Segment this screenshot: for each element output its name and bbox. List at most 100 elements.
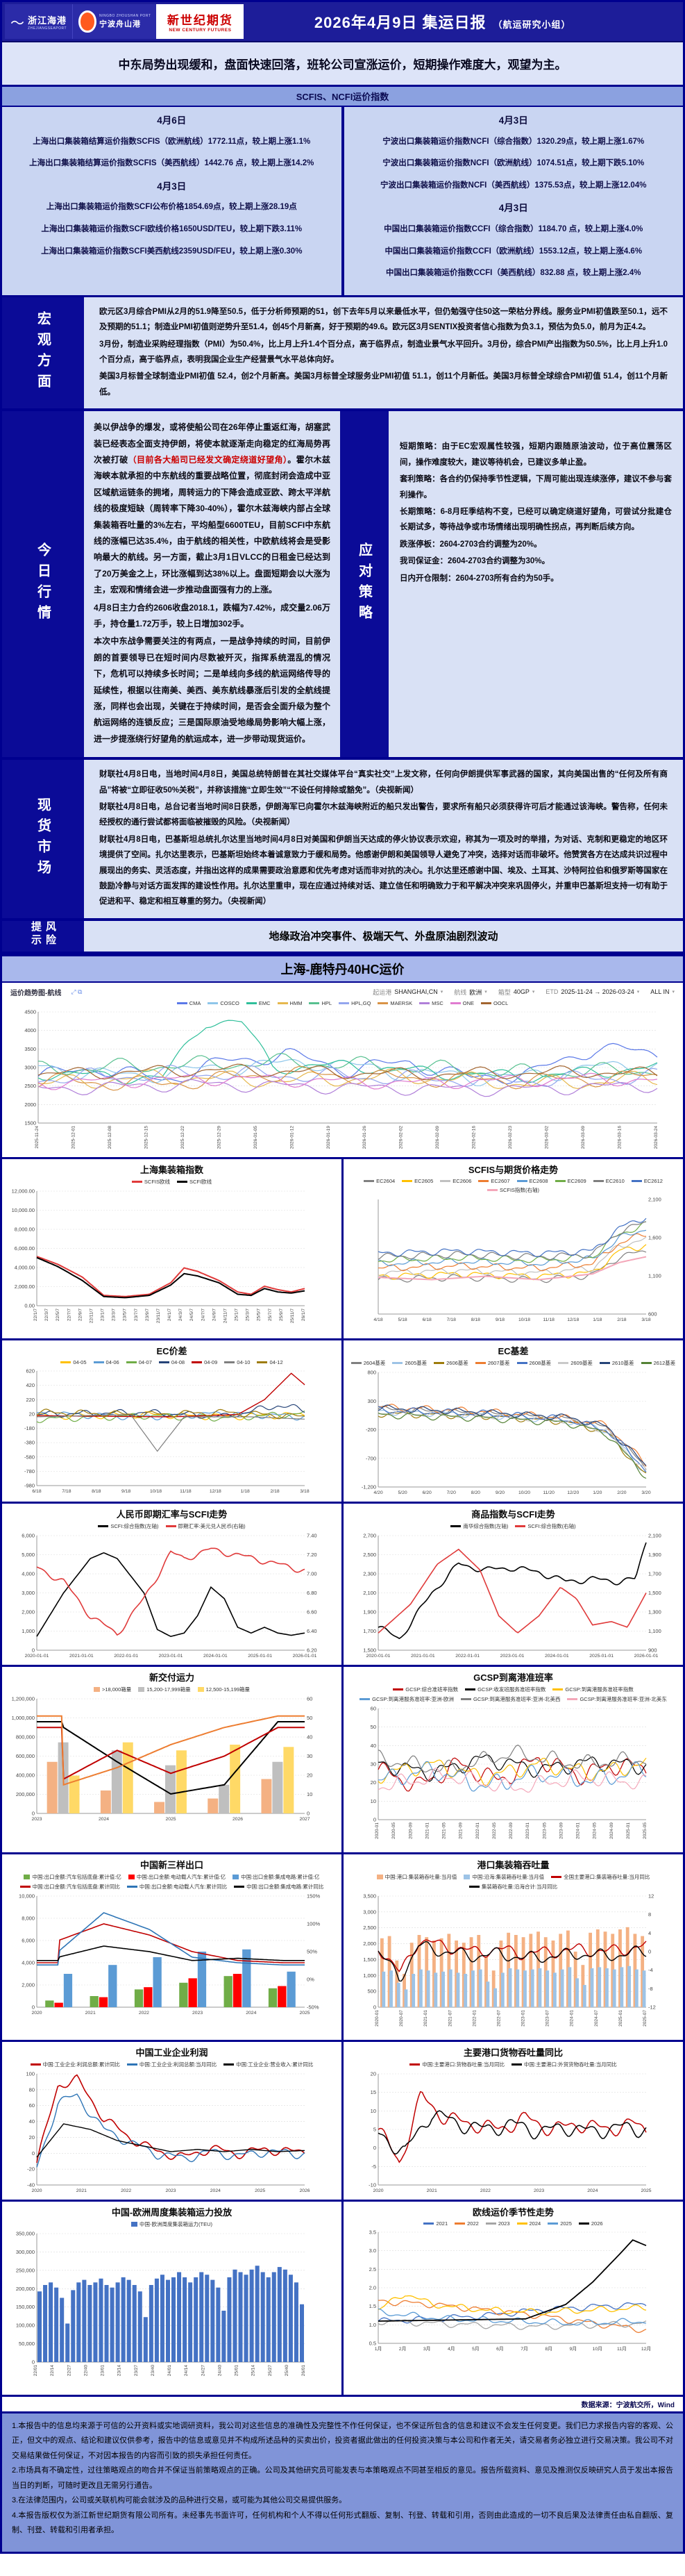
svg-text:600: 600 — [648, 1311, 657, 1317]
legend-item: 中国:港口:集装箱吞吐量:当月值 — [376, 1873, 457, 1881]
filter-control[interactable]: 起运港 SHANGHAI,CN ▾ — [373, 988, 443, 996]
legend-swatch — [631, 1179, 642, 1182]
svg-text:10: 10 — [371, 1798, 376, 1804]
svg-text:-20: -20 — [27, 2166, 35, 2172]
highlighted-text: （目前各大船司已经发文确定绕道好望角） — [128, 455, 288, 465]
svg-text:6.20: 6.20 — [307, 1647, 317, 1653]
svg-text:2020: 2020 — [31, 2188, 42, 2193]
svg-text:1,700: 1,700 — [648, 1570, 661, 1577]
svg-text:2,000: 2,000 — [363, 1941, 376, 1947]
svg-text:0: 0 — [373, 2004, 376, 2010]
legend-item: 04-07 — [126, 1359, 152, 1365]
legend-swatch — [126, 1361, 137, 1363]
svg-text:50: 50 — [371, 1724, 376, 1730]
svg-text:1,500: 1,500 — [648, 1590, 661, 1596]
svg-text:2026-01-01: 2026-01-01 — [293, 1654, 317, 1659]
expand-icon[interactable]: ⤢ ⧉ — [71, 988, 83, 995]
svg-text:2025: 2025 — [255, 2188, 265, 2193]
legend-swatch — [516, 1179, 527, 1182]
legend-item: 全国主要港口:集装箱吞吐量:当月同比 — [551, 1873, 650, 1881]
svg-text:0: 0 — [32, 2004, 35, 2010]
chart-legend: 中国:出口金额:汽车包括底盘:累计值:亿 中国:出口金额:电动载人汽车:累计值:亿… — [2, 1872, 341, 1892]
svg-text:2021-01: 2021-01 — [425, 1822, 430, 1839]
svg-text:150,000: 150,000 — [16, 2304, 35, 2310]
svg-text:12/20: 12/20 — [567, 1490, 579, 1495]
chart-title: 主要港口货物吞吐量同比 — [463, 2047, 563, 2058]
svg-text:4月: 4月 — [448, 2346, 455, 2352]
svg-text:100: 100 — [26, 2070, 35, 2077]
data-source: 数据来源：宁波航交所，Wind — [2, 2396, 683, 2411]
svg-text:50: 50 — [307, 1715, 312, 1721]
legend-swatch — [402, 1179, 413, 1182]
svg-text:1.5: 1.5 — [369, 2303, 376, 2309]
filter-controls: 起运港 SHANGHAI,CN ▾ 航线 欧洲 ▾ 箱型 40GP ▾ ETD 2025-11-24… — [373, 988, 675, 997]
svg-text:80: 80 — [29, 2086, 35, 2093]
legend-item: 中国:出口金额:集成电路:累计值:亿 — [232, 1873, 320, 1881]
list-item: 宁波出口集装箱运价指数NCFI（欧洲航线）1074.51点，较上期下跌5.10% — [382, 159, 645, 168]
chart-plot: 100 80 60 40 20 0 -20 -40 2020 2021 2022 2023 2024 20… — [2, 2070, 341, 2200]
svg-text:6.60: 6.60 — [307, 1609, 317, 1615]
svg-text:8月: 8月 — [545, 2346, 552, 2352]
svg-text:4500: 4500 — [24, 1008, 36, 1015]
legend-item: 中国:工业企业:利润总额:当月同比 — [126, 2061, 217, 2068]
filter-control[interactable]: 箱型 40GP ▾ — [498, 988, 535, 996]
svg-text:2023: 2023 — [534, 2188, 544, 2193]
chart-legend: 2604基差 2605基差 2606基差 2607基差 2608基差 2609基差 2610… — [344, 1358, 683, 1368]
svg-text:23/9/7: 23/9/7 — [145, 1308, 150, 1321]
legend-swatch — [93, 1361, 104, 1363]
svg-text:2021-01-01: 2021-01-01 — [69, 1654, 94, 1659]
legend-item: 集装箱吞吐量:沿海合计:当月同比 — [468, 1883, 557, 1891]
chart-title: 欧线运价季节性走势 — [472, 2207, 554, 2218]
legend-swatch — [487, 1188, 498, 1191]
svg-text:4,000: 4,000 — [22, 1570, 35, 1577]
svg-text:3,500: 3,500 — [363, 1893, 376, 1899]
spot-content: 财联社4月8日电，当地时间4月8日，美国总统特朗普在其社交媒体平台“真实社交”上… — [84, 760, 683, 918]
svg-text:2022-07: 2022-07 — [496, 2010, 501, 2027]
svg-text:60: 60 — [371, 1705, 376, 1711]
chart-legend: CMA COSCO EMC HMM HPL HPL,GQ MAERSK MSC ONE OOCL — [8, 999, 677, 1008]
svg-text:2021-01: 2021-01 — [423, 2010, 428, 2027]
svg-text:2500: 2500 — [24, 1083, 36, 1089]
filter-control[interactable]: ETD 2025-11-24 → 2026-03-24 ▾ — [546, 988, 640, 996]
svg-text:900: 900 — [648, 1647, 657, 1653]
svg-text:2025-01: 2025-01 — [626, 1822, 631, 1839]
svg-text:2024: 2024 — [99, 1817, 109, 1822]
chart-row-6: 中国工业企业利润 中国:工业企业:利润总额:累计同比 中国:工业企业:利润总额:当月… — [2, 2041, 683, 2202]
svg-text:25/14: 25/14 — [251, 2365, 256, 2377]
legend-item: 中国:出口金额:汽车包括底盘:累计值:亿 — [24, 1873, 121, 1881]
svg-text:1,900: 1,900 — [648, 1552, 661, 1558]
legend-item: EC2608 — [516, 1178, 548, 1184]
chart-title: EC基差 — [498, 1345, 529, 1356]
chart-port-cargo-yoy: 主要港口货物吞吐量同比 中国:主要港口:货物吞吐量:当月同比 中国:主要港口:外贸货… — [344, 2041, 683, 2200]
svg-text:0: 0 — [32, 1810, 35, 1816]
filter-control[interactable]: 航线 欧洲 ▾ — [454, 988, 487, 996]
chart-title: 新交付运力 — [149, 1672, 194, 1683]
svg-text:20: 20 — [371, 2070, 376, 2077]
zhejiang-seaport-logo: 〜 浙江海港 ZHEJIANGSEAPORT — [5, 4, 73, 39]
svg-text:6,000.00: 6,000.00 — [15, 1245, 35, 1252]
legend-swatch — [455, 2222, 466, 2225]
svg-text:3/18: 3/18 — [300, 1489, 309, 1494]
chart-plot: 800 300 -200 -700 -1,200 4/20 5/20 6/20 7/20 8/20… — [344, 1368, 683, 1502]
legend-item: HMM — [277, 1000, 302, 1006]
svg-text:1,500: 1,500 — [363, 1956, 376, 1963]
legend-item: 2608基差 — [516, 1359, 551, 1367]
legend-swatch — [434, 1361, 445, 1364]
svg-text:22/40: 22/40 — [83, 2365, 88, 2377]
legend-swatch — [548, 2222, 559, 2225]
index-right-column: 4月3日 宁波出口集装箱运价指数NCFI（综合指数）1320.29点，较上期上涨… — [344, 107, 684, 295]
chart-legend: >18,000箱量 15,200-17,999箱量 12,500-15,199箱量 — [2, 1684, 341, 1695]
svg-text:2023: 2023 — [31, 1817, 42, 1822]
svg-text:250,000: 250,000 — [16, 2267, 35, 2273]
svg-text:8: 8 — [648, 1911, 651, 1918]
svg-text:11/18: 11/18 — [180, 1489, 192, 1494]
chart-legend: 南华综合指数(左轴) SCFI:综合指数(右轴) — [344, 1521, 683, 1531]
svg-text:2,100: 2,100 — [648, 1196, 661, 1202]
legend-item: 中国:工业企业:利润总额:累计同比 — [30, 2061, 120, 2068]
legend-swatch — [19, 1885, 31, 1888]
legend-swatch — [515, 1524, 526, 1527]
svg-text:10: 10 — [307, 1791, 312, 1797]
filter-control[interactable]: ALL IN ▾ — [650, 988, 675, 996]
chart-legend: 2021 2022 2023 2024 2025 2026 — [344, 2219, 683, 2228]
chart-new-three-exports: 中国新三样出口 中国:出口金额:汽车包括底盘:累计值:亿 中国:出口金额:电动载人汽… — [2, 1854, 344, 2040]
